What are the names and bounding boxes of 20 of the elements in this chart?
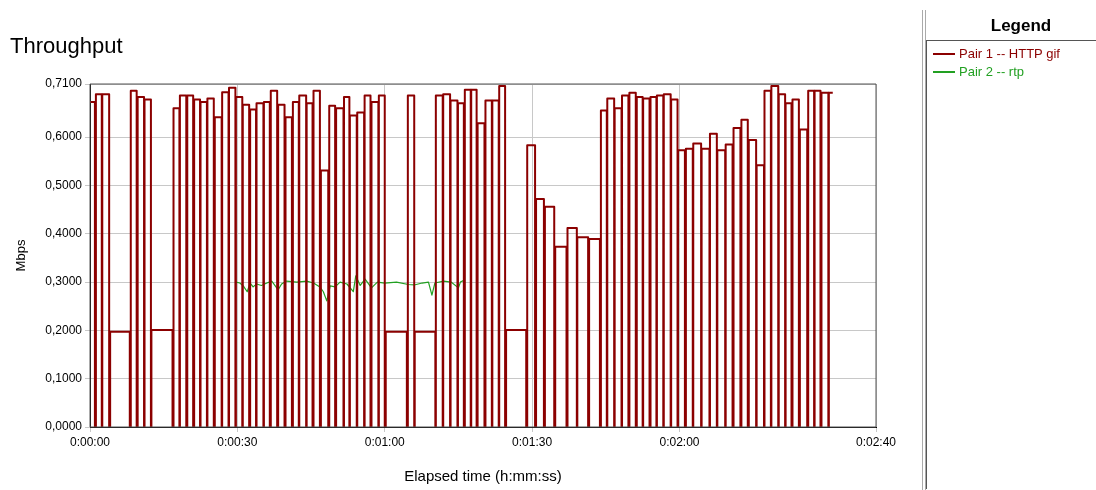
legend-title: Legend — [989, 15, 1053, 37]
y-tick-label: 0,1000 — [45, 371, 83, 385]
x-tick-label: 0:02:40 — [855, 434, 897, 449]
x-axis-title: Elapsed time (h:mm:ss) — [404, 467, 562, 485]
x-tick-label: 0:02:00 — [659, 434, 700, 449]
x-tick-label: 0:01:00 — [364, 434, 406, 449]
y-tick-label: 0,5000 — [45, 177, 83, 192]
chart-title: Throughput — [10, 33, 123, 59]
x-tick-label: 0:00:30 — [217, 434, 258, 449]
x-tick-label: 0:00:00 — [69, 434, 111, 449]
y-tick-label: 0,4000 — [45, 226, 83, 241]
y-tick-label: 0,7100 — [45, 76, 83, 91]
y-axis-title: Mbps — [13, 239, 29, 272]
legend-label: Pair 2 -- rtp — [959, 63, 1025, 81]
x-tick-label: 0:01:30 — [512, 434, 553, 449]
y-tick-label: 0,0000 — [45, 419, 83, 434]
y-tick-label: 0,2000 — [45, 322, 83, 337]
y-tick-label: 0,3000 — [45, 274, 83, 289]
y-tick-label: 0,6000 — [45, 129, 83, 144]
legend-label: Pair 1 -- HTTP gif — [959, 45, 1060, 63]
